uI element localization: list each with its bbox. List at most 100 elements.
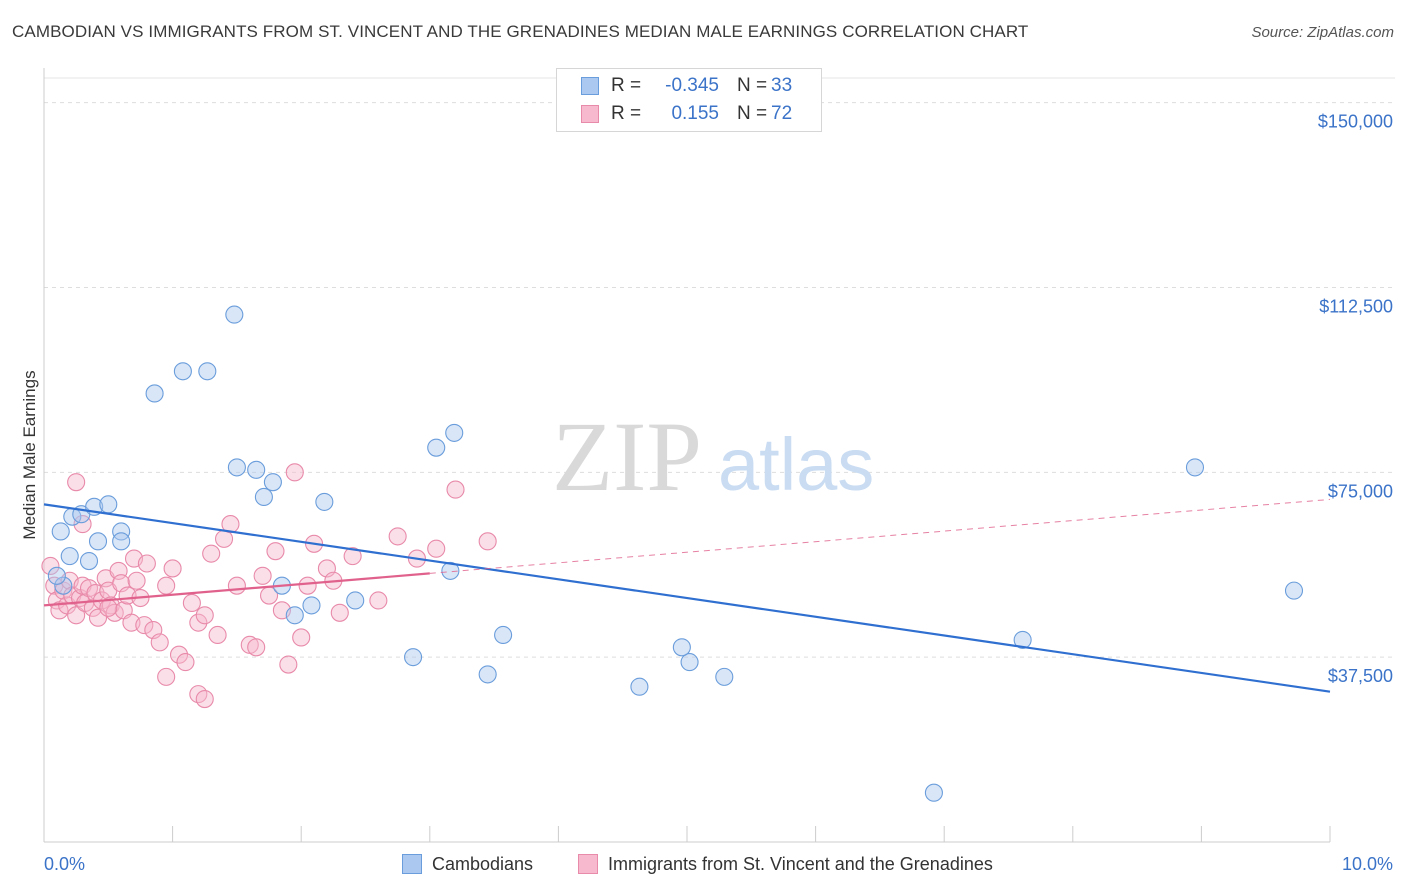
chart-source: Source: ZipAtlas.com [1251, 24, 1394, 41]
data-point-cambodians [445, 423, 464, 442]
data-point-immigrants [369, 591, 388, 610]
legend-item-immigrants[interactable]: Immigrants from St. Vincent and the Gren… [578, 852, 993, 876]
data-point-cambodians [54, 576, 73, 595]
watermark-atlas: atlas [718, 423, 874, 506]
data-point-cambodians [630, 677, 649, 696]
data-point-immigrants [67, 473, 86, 492]
data-point-immigrants [298, 576, 317, 595]
data-point-cambodians [60, 547, 79, 566]
data-point-cambodians [112, 532, 131, 551]
legend-swatch-blue [402, 854, 422, 874]
data-point-immigrants [150, 633, 169, 652]
data-point-immigrants [195, 606, 214, 625]
data-point-cambodians [79, 551, 99, 571]
data-point-cambodians [254, 487, 273, 507]
watermark: ZIP atlas [552, 401, 874, 512]
data-point-cambodians [1284, 581, 1304, 600]
data-point-immigrants [253, 566, 272, 585]
data-point-immigrants [292, 628, 311, 647]
axes-layer: $37,500 $75,000 $112,500 $150,000 0.0% 10.0% [43, 68, 1393, 874]
data-point-immigrants [247, 638, 266, 657]
data-point-immigrants [202, 544, 221, 563]
grid-layer [44, 77, 1395, 658]
legend-row-cambodians: R = -0.345 N = 33 [581, 73, 792, 99]
data-point-immigrants [446, 480, 465, 499]
data-point-immigrants [427, 539, 446, 558]
data-point-immigrants [195, 690, 214, 709]
data-point-immigrants [227, 576, 246, 595]
data-point-cambodians [680, 653, 699, 672]
y-tick-label: $37,500 [1328, 666, 1393, 686]
data-point-cambodians [715, 667, 734, 686]
data-point-immigrants [182, 593, 201, 612]
data-point-immigrants [208, 625, 227, 645]
data-point-cambodians [51, 522, 70, 541]
data-point-immigrants [189, 613, 208, 632]
data-point-cambodians [247, 460, 266, 479]
data-point-cambodians [47, 566, 66, 585]
legend-item-cambodians[interactable]: Cambodians [402, 852, 533, 876]
data-point-immigrants [127, 571, 146, 590]
series-cambodians-points [47, 305, 1304, 802]
y-tick-label: $112,500 [1319, 296, 1393, 316]
data-point-immigrants [67, 606, 86, 625]
data-point-cambodians [924, 783, 943, 802]
data-point-immigrants [279, 655, 298, 674]
data-point-cambodians [225, 305, 244, 324]
data-point-cambodians [198, 362, 217, 381]
data-point-cambodians [99, 495, 118, 514]
data-point-immigrants [99, 598, 118, 617]
data-point-immigrants [343, 547, 362, 566]
data-point-immigrants [83, 598, 102, 617]
data-point-immigrants [176, 653, 195, 672]
chart-title: CAMBODIAN VS IMMIGRANTS FROM ST. VINCENT… [12, 22, 1029, 41]
data-point-cambodians [88, 532, 108, 551]
data-point-immigrants [266, 542, 285, 561]
data-point-cambodians [112, 522, 131, 541]
legend-swatch-pink [578, 854, 598, 874]
trend-line-immigrants [43, 572, 430, 607]
data-point-immigrants [137, 554, 156, 573]
data-point-cambodians [302, 596, 321, 615]
n-label: N = [737, 75, 768, 96]
r-value: -0.345 [665, 75, 719, 96]
trend-lines [43, 498, 1331, 693]
n-value: 72 [771, 103, 793, 124]
data-point-cambodians [145, 384, 164, 403]
x-tick-label: 10.0% [1342, 854, 1393, 874]
data-point-immigrants [388, 527, 407, 546]
data-point-cambodians [263, 473, 282, 492]
data-point-cambodians [1013, 630, 1032, 649]
legend-label: Cambodians [432, 853, 534, 874]
legend-label: Immigrants from St. Vincent and the Gren… [608, 853, 993, 874]
data-point-cambodians [427, 438, 446, 457]
data-point-immigrants [157, 667, 176, 686]
data-point-cambodians [315, 492, 334, 511]
data-point-immigrants [285, 463, 304, 482]
data-point-cambodians [441, 561, 460, 580]
data-point-immigrants [135, 616, 154, 635]
y-tick-label: $150,000 [1318, 112, 1393, 132]
legend-swatch-pink [581, 105, 599, 123]
data-point-immigrants [169, 645, 189, 664]
data-point-cambodians [346, 591, 365, 610]
data-point-cambodians [227, 458, 246, 477]
data-point-immigrants [73, 515, 92, 534]
legend-swatch-blue [581, 77, 599, 95]
data-point-cambodians [672, 638, 691, 657]
data-point-immigrants [157, 576, 176, 595]
correlation-legend: R = -0.345 N = 33 R = 0.155 N = 72 [556, 68, 822, 132]
data-point-immigrants [163, 559, 182, 578]
r-label: R = [611, 103, 642, 124]
data-point-cambodians [404, 648, 423, 667]
data-point-immigrants [478, 532, 497, 551]
data-point-cambodians [285, 606, 304, 625]
data-point-immigrants [330, 603, 349, 622]
y-axis-label: Median Male Earnings [20, 370, 39, 539]
data-point-cambodians [494, 625, 513, 645]
n-value: 33 [771, 75, 793, 96]
data-point-cambodians [173, 362, 192, 381]
y-tick-label: $75,000 [1328, 481, 1393, 501]
trend-line-immigrants [429, 498, 1331, 574]
